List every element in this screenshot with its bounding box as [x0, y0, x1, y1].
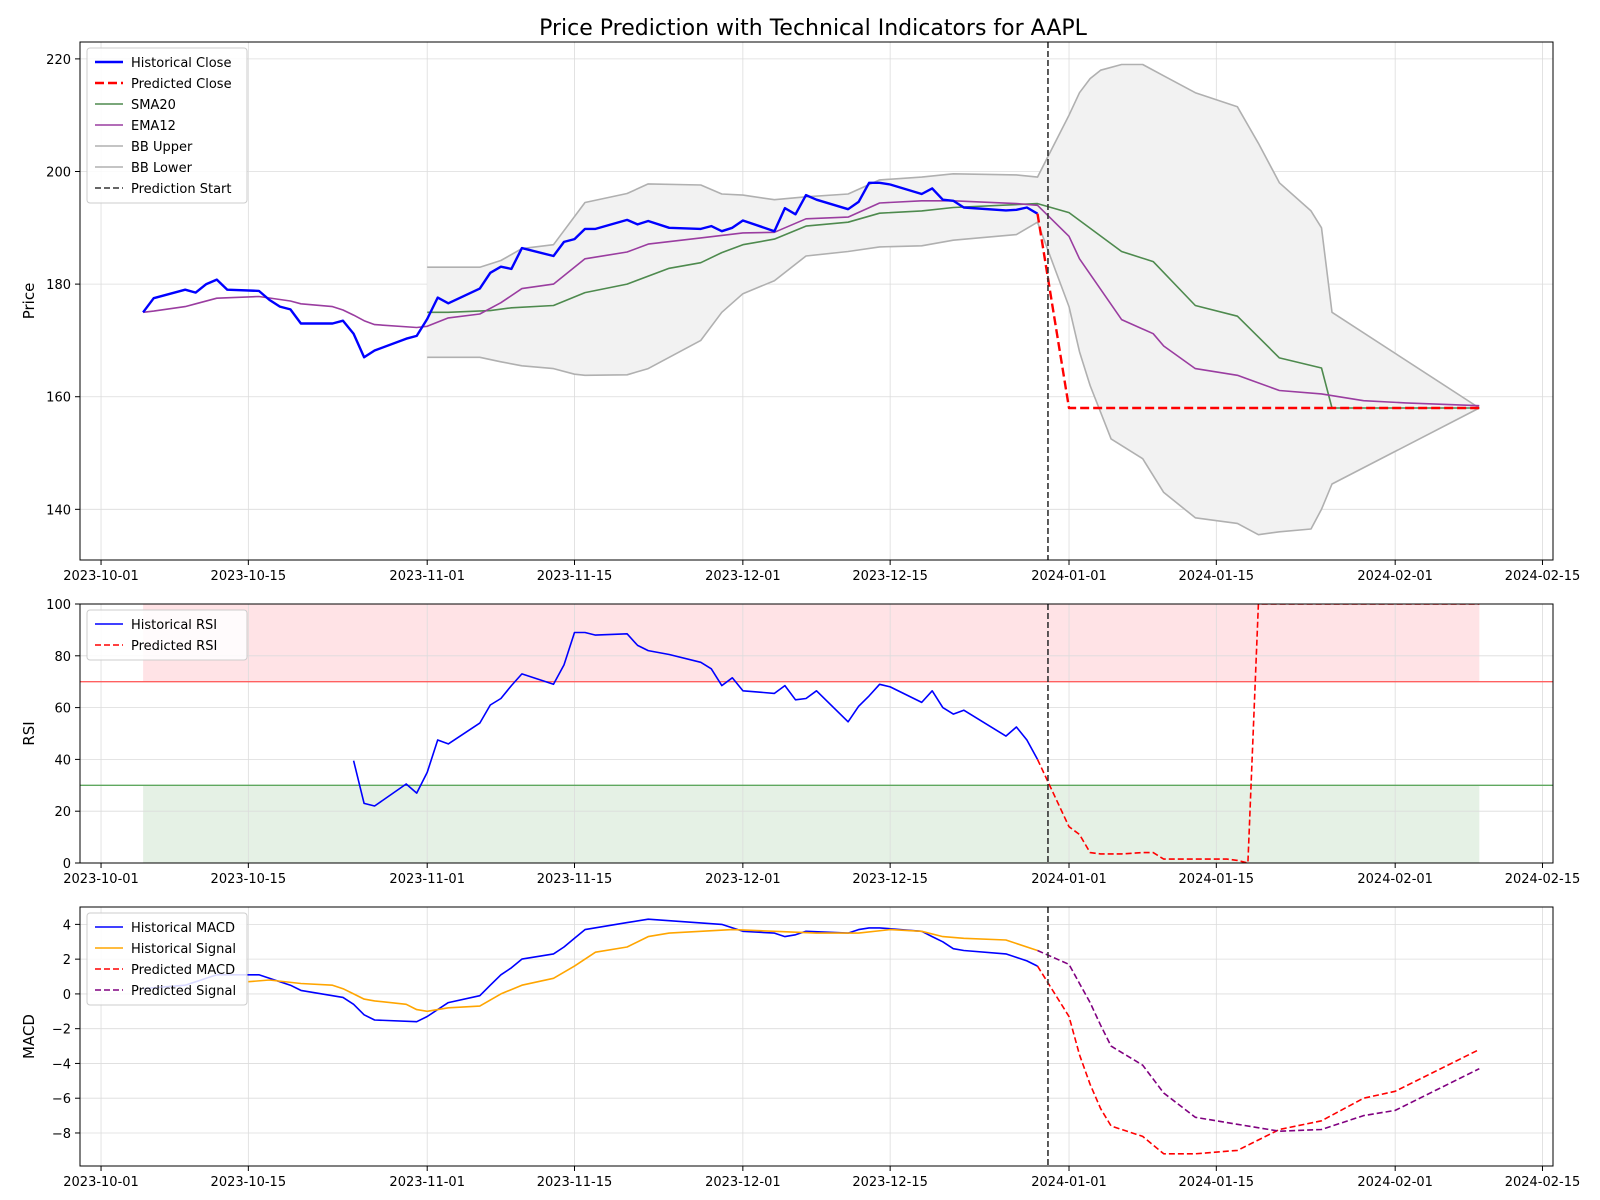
macd-y-tick-label: 0: [63, 988, 71, 1003]
rsi-series: [352, 604, 1480, 863]
macd-x-tick-label: 2023-10-15: [211, 1175, 287, 1190]
macd-y-tick-label: −6: [52, 1092, 71, 1107]
legend-label-historical-signal: Historical Signal: [131, 942, 236, 957]
overbought-zone: [143, 604, 1480, 682]
legend-label-bb-upper: BB Upper: [131, 140, 193, 155]
bollinger-band-fill: [427, 64, 1480, 535]
macd-x-tick-label: 2023-11-01: [389, 1175, 465, 1190]
series-line-predicted-close: [1036, 213, 1480, 410]
rsi-axes-frame: [79, 603, 1554, 864]
rsi-y-tick-label: 20: [54, 805, 71, 820]
price-y-tick-label: 200: [46, 166, 71, 181]
series-line-predicted-signal: [1037, 949, 1480, 1132]
series-line-predicted-macd: [1036, 965, 1480, 1155]
price-x-tick-label: 2023-12-01: [705, 569, 781, 584]
price-x-tick-label: 2024-02-01: [1357, 569, 1433, 584]
rsi-x-tick-label: 2023-10-01: [63, 872, 139, 887]
series-line-bb-upper: [427, 63, 1480, 409]
legend-label-predicted-macd: Predicted MACD: [131, 963, 235, 978]
legend-label-predicted-rsi: Predicted RSI: [131, 639, 217, 654]
macd-x-tick-label: 2023-10-01: [63, 1175, 139, 1190]
legend-label-predicted-close: Predicted Close: [131, 77, 232, 92]
macd-x-tick-label: 2024-01-01: [1031, 1175, 1107, 1190]
rsi-y-tick-label: 80: [54, 650, 71, 665]
rsi-legend-box: [86, 609, 248, 661]
macd-y-tick-label: 2: [63, 953, 71, 968]
price-x-tick-label: 2024-01-01: [1031, 569, 1107, 584]
rsi-y-axis-label: RSI: [20, 721, 38, 745]
price-x-tick-label: 2023-10-01: [63, 569, 139, 584]
rsi-y-tick-label: 100: [46, 598, 71, 613]
price-x-tick-label: 2023-12-15: [852, 569, 928, 584]
rsi-panel: 2023-10-01 2023-10-15 2023-11-01 2023-11-15…: [20, 598, 1580, 887]
rsi-x-tick-label: 2024-01-01: [1031, 872, 1107, 887]
rsi-x-tick-label: 2024-02-15: [1505, 872, 1581, 887]
series-line-bb-lower: [427, 221, 1480, 536]
macd-y-tick-label: −8: [52, 1127, 71, 1142]
macd-legend: Historical MACD Historical Signal Predicte…: [86, 912, 248, 1006]
macd-x-tick-label: 2024-02-15: [1505, 1175, 1581, 1190]
price-panel: 2023-10-01 2023-10-15 2023-11-01 2023-11-15…: [20, 41, 1581, 584]
price-x-tick-label: 2024-02-15: [1505, 569, 1581, 584]
rsi-x-tick-label: 2023-11-01: [389, 872, 465, 887]
macd-legend-box: [86, 912, 248, 1006]
rsi-x-tick-label: 2023-11-15: [537, 872, 613, 887]
series-line-historical-signal: [248, 928, 1038, 1013]
macd-x-tick-label: 2024-02-01: [1357, 1175, 1433, 1190]
legend-label-ema12: EMA12: [131, 119, 176, 134]
rsi-y-tick-label: 60: [54, 702, 71, 717]
macd-x-tick-label: 2023-12-15: [852, 1175, 928, 1190]
series-line-predicted-rsi: [1036, 604, 1480, 863]
macd-x-tick-label: 2023-12-01: [705, 1175, 781, 1190]
rsi-x-tick-label: 2023-12-15: [852, 872, 928, 887]
macd-panel: 2023-10-01 2023-10-15 2023-11-01 2023-11-15…: [20, 906, 1581, 1190]
price-y-tick-label: 180: [46, 278, 71, 293]
price-series: [142, 63, 1480, 536]
macd-x-tick-label: 2023-11-15: [537, 1175, 613, 1190]
rsi-y-tick-label: 40: [54, 753, 71, 768]
price-y-tick-label: 220: [46, 53, 71, 68]
series-line-historical-macd: [143, 918, 1038, 1023]
oversold-zone: [143, 785, 1480, 863]
macd-y-tick-label: −2: [52, 1023, 71, 1038]
price-axes-frame: [79, 41, 1554, 561]
price-y-tick-label: 160: [46, 391, 71, 406]
legend-label-sma20: SMA20: [131, 98, 176, 113]
macd-y-tick-label: −4: [52, 1057, 71, 1072]
legend-label-historical-rsi: Historical RSI: [131, 618, 217, 633]
macd-series: [143, 918, 1480, 1155]
price-x-tick-label: 2023-11-01: [389, 569, 465, 584]
price-x-tick-label: 2023-10-15: [211, 569, 287, 584]
price-y-axis-label: Price: [20, 283, 38, 320]
chart-title: Price Prediction with Technical Indicato…: [539, 16, 1088, 41]
series-line-ema12: [143, 200, 1480, 407]
rsi-legend: Historical RSI Predicted RSI: [86, 609, 248, 661]
price-x-tick-label: 2024-01-15: [1179, 569, 1255, 584]
price-legend: Historical Close Predicted Close SMA20 EMA1…: [86, 47, 248, 204]
series-line-sma20: [427, 202, 1480, 409]
series-line-historical-rsi: [352, 631, 1039, 807]
macd-y-axis-label: MACD: [20, 1014, 38, 1059]
rsi-x-tick-label: 2024-02-01: [1357, 872, 1433, 887]
macd-axes-frame: [79, 906, 1554, 1167]
rsi-y-tick-label: 0: [63, 857, 71, 872]
legend-label-prediction-start: Prediction Start: [131, 182, 231, 197]
legend-label-historical-macd: Historical MACD: [131, 921, 235, 936]
macd-x-tick-label: 2024-01-15: [1179, 1175, 1255, 1190]
rsi-x-tick-label: 2023-10-15: [211, 872, 287, 887]
legend-label-bb-lower: BB Lower: [131, 161, 193, 176]
price-legend-box: [86, 47, 248, 204]
price-y-tick-label: 140: [46, 503, 71, 518]
legend-label-predicted-signal: Predicted Signal: [131, 984, 236, 999]
rsi-x-tick-label: 2024-01-15: [1179, 872, 1255, 887]
price-x-tick-label: 2023-11-15: [537, 569, 613, 584]
series-line-historical-close: [142, 181, 1039, 359]
macd-y-tick-label: 4: [63, 918, 71, 933]
rsi-x-tick-label: 2023-12-01: [705, 872, 781, 887]
legend-label-historical-close: Historical Close: [131, 56, 231, 71]
